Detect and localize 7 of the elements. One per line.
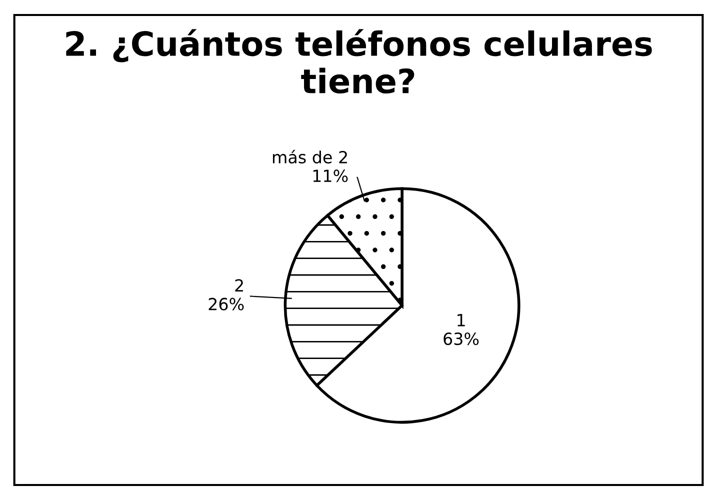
data-label: 11% xyxy=(313,170,348,182)
chart-title: 2. ¿Cuántos teléfonos celulares tiene? xyxy=(66,29,652,94)
slice-label: más de 2 xyxy=(272,150,347,164)
data-label: 26% xyxy=(208,298,244,310)
data-label: 63% xyxy=(444,332,479,346)
slice-label: 1 xyxy=(458,314,465,326)
slice-label: 2 xyxy=(235,279,243,292)
